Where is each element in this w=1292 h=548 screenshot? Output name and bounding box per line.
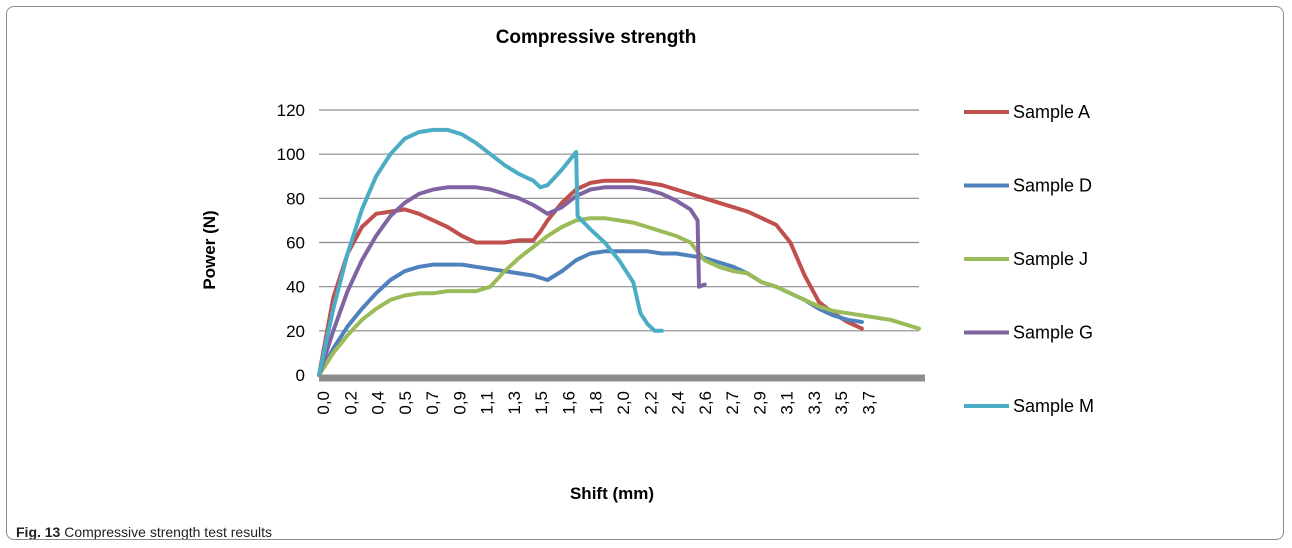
y-axis-label: Power (N) — [200, 210, 219, 289]
legend-label: Sample A — [1013, 102, 1090, 122]
y-tick-label: 60 — [286, 234, 305, 253]
figure-frame: Compressive strength 0 20 40 60 80 100 120 0,0… — [6, 6, 1284, 540]
x-axis-label: Shift (mm) — [570, 484, 654, 503]
x-tick-label: 2,6 — [696, 391, 715, 415]
series-line-sample-a — [319, 181, 862, 375]
legend-label: Sample M — [1013, 396, 1094, 416]
x-axis-ticks: 0,0 0,2 0,4 0,5 0,7 0,9 1,1 1,3 1,5 1,6 1,8 2,0 2,2 2… — [314, 391, 879, 415]
x-tick-label: 3,3 — [805, 391, 824, 415]
y-tick-label: 20 — [286, 322, 305, 341]
x-tick-label: 0,2 — [341, 391, 360, 415]
x-tick-label: 0,7 — [423, 391, 442, 415]
x-tick-label: 1,8 — [587, 391, 606, 415]
y-tick-label: 40 — [286, 278, 305, 297]
x-tick-label: 1,5 — [532, 391, 551, 415]
legend-label: Sample G — [1013, 323, 1093, 343]
series-lines — [319, 130, 919, 375]
y-tick-label: 80 — [286, 189, 305, 208]
x-tick-label: 2,7 — [723, 391, 742, 415]
x-tick-label: 1,3 — [505, 391, 524, 415]
y-tick-label: 0 — [296, 366, 305, 385]
figure-caption-text: Compressive strength test results — [60, 524, 272, 540]
y-tick-label: 100 — [277, 145, 305, 164]
x-tick-label: 2,2 — [641, 391, 660, 415]
x-tick-label: 0,9 — [450, 391, 469, 415]
x-tick-label: 2,9 — [750, 391, 769, 415]
x-tick-label: 0,0 — [314, 391, 333, 415]
x-tick-label: 3,7 — [860, 391, 879, 415]
x-tick-label: 0,4 — [369, 391, 388, 415]
x-tick-label: 2,4 — [669, 391, 688, 415]
series-line-sample-j — [319, 218, 919, 375]
x-tick-label: 3,1 — [778, 391, 797, 415]
legend-label: Sample J — [1013, 249, 1088, 269]
series-line-sample-d — [319, 251, 862, 375]
figure-caption-label: Fig. 13 — [16, 524, 60, 540]
x-tick-label: 0,5 — [396, 391, 415, 415]
x-tick-label: 2,0 — [614, 391, 633, 415]
x-tick-label: 1,6 — [560, 391, 579, 415]
legend: Sample A Sample D Sample J Sample G Sample M — [964, 102, 1094, 416]
x-tick-label: 3,5 — [832, 391, 851, 415]
chart: Compressive strength 0 20 40 60 80 100 120 0,0… — [7, 7, 1284, 540]
x-tick-label: 1,1 — [478, 391, 497, 415]
figure-caption: Fig. 13 Compressive strength test result… — [16, 524, 272, 540]
y-axis-ticks: 0 20 40 60 80 100 120 — [277, 101, 305, 385]
chart-title: Compressive strength — [496, 27, 697, 48]
y-tick-label: 120 — [277, 101, 305, 120]
legend-label: Sample D — [1013, 176, 1092, 196]
series-line-sample-m — [319, 130, 662, 375]
